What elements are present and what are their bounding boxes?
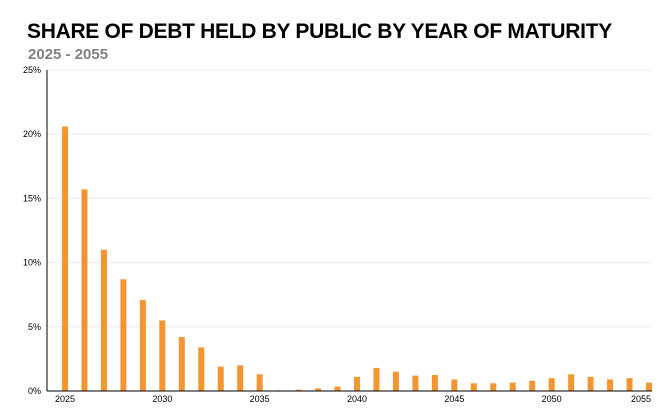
chart-subtitle: 2025 - 2055 [28,46,109,63]
x-tick-label: 2030 [152,394,172,404]
bar-2045 [451,379,458,391]
bar-2053 [607,379,614,391]
y-tick-label: 0% [28,386,41,396]
x-tick-label: 2035 [250,394,270,404]
y-tick-label: 20% [23,129,41,139]
bar-2038 [315,388,322,391]
bar-2031 [178,337,185,391]
x-tick-label: 2025 [55,394,75,404]
axes [46,70,652,392]
bar-2030 [159,320,166,391]
x-axis-ticks: 2025 2030 2035 2040 2045 2050 2055 [55,394,651,404]
bar-2047 [490,383,497,391]
bar-2037 [295,389,302,391]
x-tick-label: 2040 [347,394,367,404]
y-tick-label: 5% [28,322,41,332]
grid-lines [47,69,652,328]
bar-2042 [392,371,399,391]
bar-2051 [568,374,575,391]
x-tick-label: 2055 [631,394,651,404]
bar-2033 [217,366,224,391]
bar-2052 [587,376,594,391]
bar-2043 [412,375,419,391]
bar-2032 [198,347,205,391]
bar-2035 [256,374,263,391]
bar-2054 [626,378,633,391]
bars [62,126,652,391]
bar-2049 [529,380,536,391]
x-tick-label: 2045 [444,394,464,404]
bar-2039 [334,386,341,391]
y-axis-ticks: 0% 5% 10% 15% 20% 25% [23,65,41,396]
bar-2041 [373,367,380,391]
bar-2048 [509,382,516,391]
x-tick-label: 2050 [542,394,562,404]
bar-2040 [354,376,360,391]
y-tick-label: 10% [23,258,41,268]
bar-2055 [646,382,652,391]
bar-2025 [62,126,68,391]
y-tick-label: 25% [23,65,41,75]
bar-2027 [100,249,107,391]
y-tick-label: 15% [23,193,41,203]
chart-title: SHARE OF DEBT HELD BY PUBLIC BY YEAR OF … [27,20,612,43]
bar-2029 [139,299,146,391]
bar-2034 [237,365,244,391]
bar-2026 [81,189,88,391]
bar-2046 [470,383,477,391]
bar-2050 [548,378,555,391]
bar-2044 [431,374,438,391]
bar-2028 [120,279,127,391]
